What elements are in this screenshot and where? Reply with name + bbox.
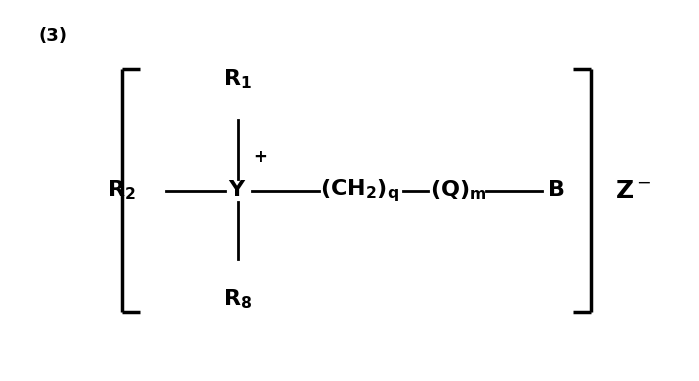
Text: $\mathbf{R_2}$: $\mathbf{R_2}$ xyxy=(108,179,136,202)
Text: $\mathbf{B}$: $\mathbf{B}$ xyxy=(547,181,564,200)
Text: (3): (3) xyxy=(38,27,67,45)
Text: $\mathbf{(CH_2)_q}$: $\mathbf{(CH_2)_q}$ xyxy=(320,177,400,204)
Text: $\mathbf{Z}^-$: $\mathbf{Z}^-$ xyxy=(615,179,651,202)
Text: $\mathbf{R_1}$: $\mathbf{R_1}$ xyxy=(223,68,252,91)
Text: $\mathbf{+}$: $\mathbf{+}$ xyxy=(253,148,267,166)
Text: $\mathbf{R_8}$: $\mathbf{R_8}$ xyxy=(223,288,252,311)
Text: $\mathbf{Y}$: $\mathbf{Y}$ xyxy=(229,181,247,200)
Text: $\mathbf{(Q)_m}$: $\mathbf{(Q)_m}$ xyxy=(430,179,486,202)
